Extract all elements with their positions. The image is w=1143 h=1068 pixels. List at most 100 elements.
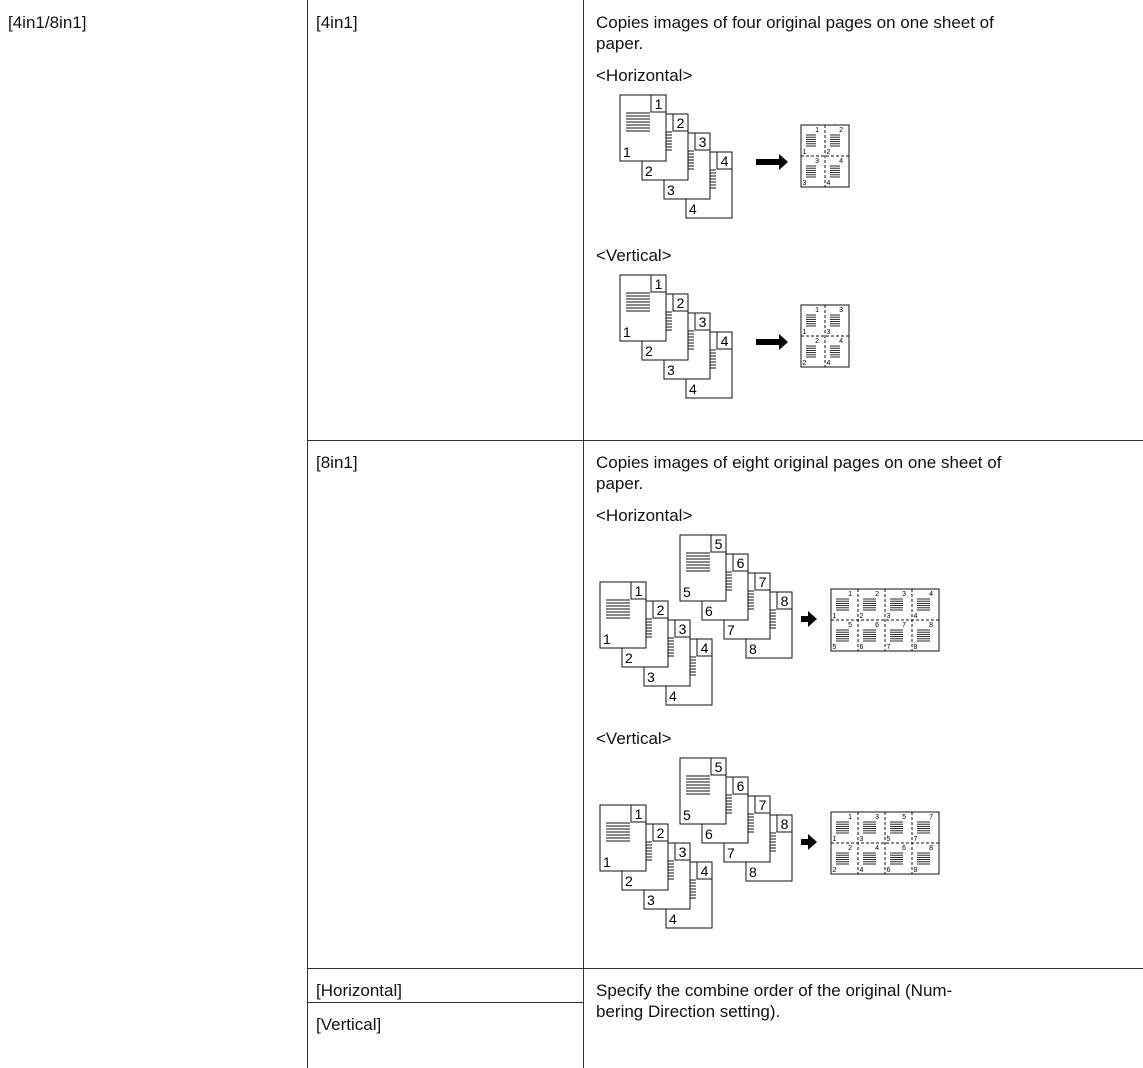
- cell-number: 1: [815, 307, 819, 314]
- page-number: 6: [737, 778, 745, 794]
- page-number: 7: [759, 574, 767, 590]
- page-number: 3: [667, 182, 675, 198]
- cell-number: 1: [833, 613, 837, 620]
- arrow: [801, 611, 817, 627]
- page-number: 4: [721, 333, 729, 349]
- page-number: 5: [715, 536, 723, 552]
- number-box: [776, 591, 793, 610]
- caption: <Horizontal>: [596, 66, 693, 85]
- page-number: 1: [603, 854, 611, 870]
- page-number: 6: [705, 603, 713, 619]
- row-rule: [307, 1002, 583, 1003]
- page-number: 2: [625, 650, 633, 666]
- cell-number: 4: [875, 845, 879, 852]
- page-number: 2: [645, 343, 653, 359]
- page-number: 1: [655, 96, 663, 112]
- caption: <Vertical>: [596, 246, 672, 265]
- page-number: 1: [655, 276, 663, 292]
- description-line: Specify the combine order of the origina…: [596, 981, 953, 1000]
- number-box: [650, 94, 667, 113]
- cell-number: 8: [914, 867, 918, 874]
- page-number: 2: [645, 163, 653, 179]
- cell-number: 7: [902, 622, 906, 629]
- column-rule: [307, 0, 308, 1068]
- page-number: 2: [677, 295, 685, 311]
- arrow: [756, 334, 788, 350]
- cell-number: 7: [914, 836, 918, 843]
- cell-number: 4: [929, 591, 933, 598]
- page-number: 2: [657, 602, 665, 618]
- cell-number: 6: [875, 622, 879, 629]
- page-number: 2: [657, 825, 665, 841]
- cell-number: 1: [803, 149, 807, 156]
- option-name: [8in1]: [316, 453, 358, 472]
- number-box: [694, 132, 711, 151]
- cell-number: 3: [827, 329, 831, 336]
- cell-number: 7: [887, 644, 891, 651]
- number-box: [732, 553, 749, 572]
- cell-number: 8: [929, 845, 933, 852]
- page-number: 1: [623, 324, 631, 340]
- page-number: 6: [737, 555, 745, 571]
- page-number: 3: [679, 621, 687, 637]
- page-number: 1: [635, 583, 643, 599]
- cell-number: 2: [815, 338, 819, 345]
- cell-number: 6: [887, 867, 891, 874]
- number-box: [732, 776, 749, 795]
- direction-cell: Specify the combine order of the origina…: [596, 980, 1126, 1022]
- column-rule: [583, 0, 584, 1068]
- number-box: [630, 581, 647, 600]
- option-name: [Horizontal]: [316, 981, 402, 1000]
- page-number: 3: [647, 669, 655, 685]
- description-line: bering Direction setting).: [596, 1002, 781, 1021]
- page-number: 3: [699, 134, 707, 150]
- number-box: [754, 795, 771, 814]
- arrow: [801, 834, 817, 850]
- page-number: 3: [679, 844, 687, 860]
- cell-number: 2: [860, 613, 864, 620]
- page-number: 4: [669, 688, 677, 704]
- number-box: [630, 804, 647, 823]
- cell-number: 7: [929, 814, 933, 821]
- number-box: [710, 757, 727, 776]
- cell-number: 1: [848, 814, 852, 821]
- number-box: [674, 842, 691, 861]
- cell-number: 8: [914, 644, 918, 651]
- cell-number: 2: [875, 591, 879, 598]
- cell-number: 4: [860, 867, 864, 874]
- cell-number: 2: [848, 845, 852, 852]
- cell-number: 8: [929, 622, 933, 629]
- page-number: 4: [701, 863, 709, 879]
- cell-number: 3: [902, 591, 906, 598]
- option-cell: Copies images of eight original pages on…: [596, 452, 1126, 940]
- cell-number: 4: [839, 338, 843, 345]
- cell-number: 2: [839, 127, 843, 134]
- number-box: [716, 331, 733, 350]
- page-number: 4: [721, 153, 729, 169]
- page-number: 5: [715, 759, 723, 775]
- page-number: 1: [603, 631, 611, 647]
- number-box: [652, 600, 669, 619]
- cell-number: 3: [839, 307, 843, 314]
- number-box: [776, 814, 793, 833]
- description: Copies images of four original pages on …: [596, 13, 994, 53]
- cell-number: 5: [902, 814, 906, 821]
- page-number: 1: [635, 806, 643, 822]
- number-box: [652, 823, 669, 842]
- option-cell: Copies images of four original pages on …: [596, 12, 1126, 414]
- option-name: [Vertical]: [316, 1015, 382, 1034]
- cell-number: 4: [839, 158, 843, 165]
- page-number: 4: [689, 201, 697, 217]
- page-number: 7: [727, 622, 735, 638]
- number-box: [696, 638, 713, 657]
- number-box: [674, 619, 691, 638]
- page-number: 8: [749, 641, 757, 657]
- page-number: 8: [749, 864, 757, 880]
- row-rule: [307, 440, 1143, 441]
- cell-number: 6: [860, 644, 864, 651]
- cell-number: 3: [860, 836, 864, 843]
